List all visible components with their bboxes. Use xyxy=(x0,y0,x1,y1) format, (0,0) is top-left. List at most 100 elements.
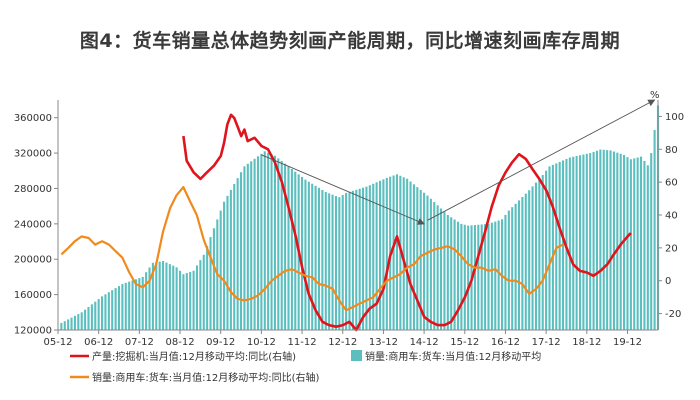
bar xyxy=(165,262,168,330)
bar xyxy=(534,182,537,330)
bar xyxy=(199,260,202,330)
y-left-tick-label: 360000 xyxy=(14,113,52,124)
x-tick-label: 07-12 xyxy=(125,337,154,348)
bar xyxy=(609,150,612,330)
y-right-tick-label: -20 xyxy=(665,309,681,320)
bar xyxy=(497,220,500,330)
bar xyxy=(182,274,185,330)
bar xyxy=(145,272,148,330)
bar xyxy=(111,290,114,330)
bar xyxy=(538,178,541,330)
bar xyxy=(382,179,385,330)
bar xyxy=(504,214,507,330)
excavator-yoy-line xyxy=(182,113,632,332)
bar xyxy=(355,189,358,330)
y-right-tick-label: 20 xyxy=(665,243,678,254)
bar xyxy=(612,151,615,330)
bar xyxy=(128,281,131,330)
bar xyxy=(524,193,527,330)
x-tick-label: 05-12 xyxy=(43,337,72,348)
bar xyxy=(362,187,365,330)
bar xyxy=(606,150,609,330)
bar xyxy=(311,183,314,330)
y-right-tick-label: 60 xyxy=(665,178,678,189)
x-tick-label: 10-12 xyxy=(247,337,276,348)
bar xyxy=(507,210,510,330)
bar xyxy=(365,186,368,330)
legend: 产量:挖掘机:当月值:12月移动平均:同比(右轴) 销量:商用车:货车:当月值:1… xyxy=(70,350,541,384)
y-left-tick-label: 280000 xyxy=(14,184,52,195)
bar xyxy=(212,228,215,330)
bar xyxy=(541,175,544,330)
x-tick-label: 09-12 xyxy=(206,337,235,348)
bar xyxy=(392,175,395,330)
bar xyxy=(446,215,449,330)
bar xyxy=(294,171,297,330)
bar xyxy=(412,184,415,330)
bar xyxy=(250,161,253,330)
bar xyxy=(70,317,73,330)
bar xyxy=(80,312,83,330)
bar xyxy=(151,262,154,330)
bar xyxy=(511,207,514,330)
bar xyxy=(141,276,144,330)
bar xyxy=(314,185,317,330)
bar xyxy=(243,166,246,330)
bar xyxy=(277,158,280,330)
x-tick-label: 13-12 xyxy=(369,337,398,348)
x-tick-label: 16-12 xyxy=(491,337,520,348)
bar xyxy=(280,161,283,330)
bar xyxy=(443,211,446,330)
bar xyxy=(551,164,554,330)
bar xyxy=(450,217,453,330)
x-tick-label: 17-12 xyxy=(532,337,561,348)
bar xyxy=(239,172,243,330)
bar xyxy=(104,294,107,330)
bar xyxy=(348,191,351,330)
bar xyxy=(368,185,371,330)
axes-layer: 05-12 06-12 07-12 08-12 09-12 10-12 11-12 12-12… xyxy=(14,90,684,348)
bar xyxy=(260,153,263,330)
bar xyxy=(589,153,592,330)
bar xyxy=(517,200,521,330)
bar xyxy=(304,179,307,330)
bar xyxy=(341,195,344,330)
bar xyxy=(60,322,63,330)
bar xyxy=(358,188,361,330)
x-tick-label: 08-12 xyxy=(166,337,195,348)
bar xyxy=(463,224,466,330)
bar xyxy=(595,150,599,330)
bar xyxy=(202,254,205,330)
bar xyxy=(572,156,575,330)
trend-arrow xyxy=(427,99,656,221)
bar xyxy=(321,189,324,330)
bar xyxy=(436,205,439,330)
bar xyxy=(178,270,182,330)
x-tick-label: 19-12 xyxy=(613,337,642,348)
bar xyxy=(521,197,524,330)
bar xyxy=(223,201,226,330)
bar xyxy=(334,196,337,330)
y-right-tick-label: 80 xyxy=(665,145,678,156)
bar xyxy=(290,169,293,330)
x-tick-label: 12-12 xyxy=(328,337,357,348)
bar xyxy=(548,166,551,330)
bar xyxy=(345,192,348,330)
legend-excavator-label: 产量:挖掘机:当月值:12月移动平均:同比(右轴) xyxy=(92,350,296,363)
bar xyxy=(307,181,310,330)
chart-title: 图4：货车销量总体趋势刻画产能周期，同比增速刻画库存周期 xyxy=(79,30,621,52)
bar xyxy=(328,193,331,330)
bar xyxy=(375,182,378,330)
bar xyxy=(467,225,470,330)
bar xyxy=(287,166,290,330)
bar xyxy=(263,151,266,330)
bar xyxy=(643,160,646,330)
bar xyxy=(406,178,409,330)
bar xyxy=(338,197,341,330)
bar xyxy=(484,224,487,330)
bar xyxy=(90,304,93,330)
y-left-tick-label: 160000 xyxy=(14,290,52,301)
bar xyxy=(531,186,534,330)
bar xyxy=(460,223,463,330)
trend-arrow xyxy=(261,154,425,225)
